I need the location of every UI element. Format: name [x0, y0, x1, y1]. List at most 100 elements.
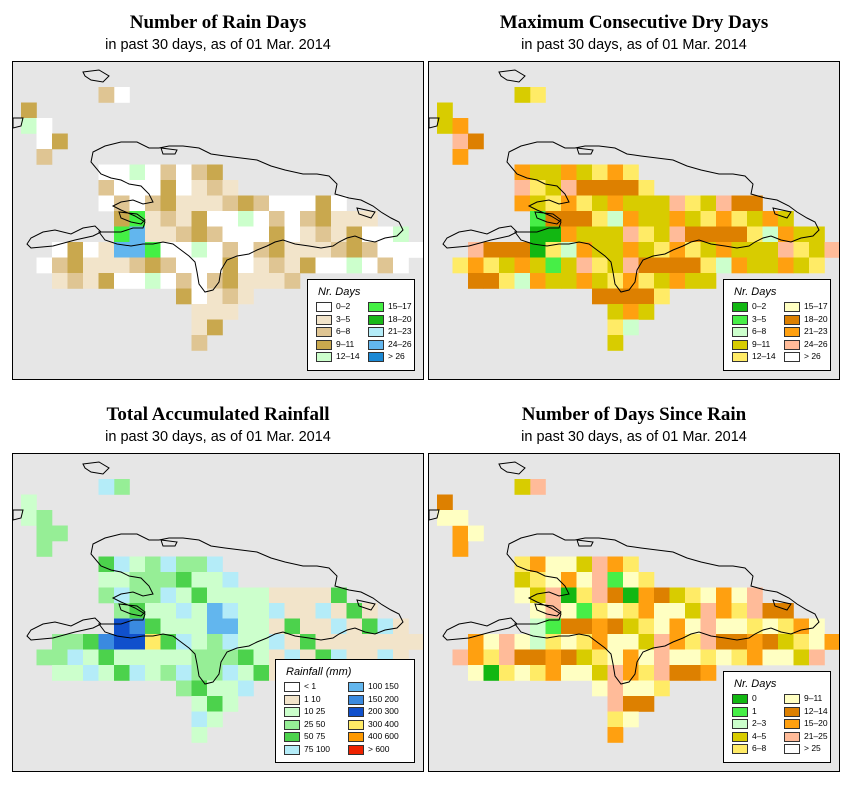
grid-cell	[98, 649, 115, 666]
grid-cell	[207, 273, 223, 289]
grid-cell	[191, 711, 208, 728]
legend-label: 0–2	[336, 301, 351, 311]
grid-cell	[638, 257, 655, 274]
grid-cell	[592, 618, 608, 635]
grid-cell	[222, 304, 239, 320]
grid-cell	[638, 180, 655, 196]
grid-cell	[269, 195, 285, 212]
grid-cell	[716, 634, 732, 650]
legend-label: 9–11	[336, 338, 355, 349]
grid-cell	[778, 649, 794, 666]
grid-cell	[747, 603, 763, 619]
grid-cell	[607, 257, 624, 274]
map-days-since-rain: Nr. Days 0 1 2–3 4–5 6–8 9–11 12–14 15–20 21–25 > …	[428, 453, 840, 772]
grid-cell	[592, 257, 608, 274]
grid-cell	[530, 603, 546, 619]
grid-cell	[824, 634, 839, 650]
grid-cell	[331, 618, 347, 635]
grid-cell	[36, 133, 53, 150]
grid-cell	[452, 118, 469, 134]
grid-cell	[654, 618, 670, 635]
grid-cell	[222, 634, 239, 650]
grid-cell	[483, 649, 500, 666]
grid-cell	[21, 510, 37, 526]
grid-cell	[452, 133, 469, 150]
grid-cell	[514, 180, 531, 196]
grid-cell	[514, 665, 531, 681]
grid-cell	[222, 288, 239, 305]
grid-cell	[607, 711, 624, 728]
grid-cell	[408, 634, 423, 650]
legend-label: 150 200	[368, 693, 399, 704]
grid-cell	[191, 696, 208, 712]
grid-cell	[114, 257, 130, 274]
grid-cell	[52, 257, 68, 274]
grid-cell	[346, 242, 363, 258]
grid-cell	[67, 242, 84, 258]
grid-cell	[452, 541, 469, 557]
grid-cell	[253, 665, 270, 681]
grid-cell	[762, 634, 779, 650]
grid-cell	[238, 257, 254, 274]
grid-cell	[176, 164, 192, 181]
grid-cell	[623, 211, 639, 227]
grid-cell	[114, 665, 130, 681]
grid-cell	[222, 649, 239, 666]
grid-cell	[669, 603, 686, 619]
grid-cell	[452, 510, 469, 526]
legend-title: Nr. Days	[318, 286, 361, 298]
grid-cell	[129, 665, 146, 681]
grid-cell	[468, 257, 484, 274]
grid-cell	[145, 195, 161, 212]
grid-cell	[52, 273, 68, 289]
map-legend: Nr. Days 0–2 3–5 6–8 9–11 12–14 15–17 18–20 21–2…	[307, 279, 415, 371]
grid-cell	[638, 680, 655, 697]
legend-swatch	[284, 707, 300, 717]
grid-cell	[747, 226, 763, 243]
grid-cell	[98, 242, 115, 258]
grid-cell	[191, 257, 208, 274]
grid-cell	[638, 273, 655, 289]
grid-cell	[514, 556, 531, 573]
grid-cell	[747, 618, 763, 635]
grid-cell	[669, 257, 686, 274]
grid-cell	[300, 634, 316, 650]
grid-cell	[607, 665, 624, 681]
grid-cell	[129, 180, 146, 196]
grid-cell	[638, 211, 655, 227]
legend-label: 3–5	[752, 313, 767, 324]
grid-cell	[300, 226, 316, 243]
grid-cell	[222, 572, 239, 588]
legend-swatch	[348, 682, 364, 692]
grid-cell	[654, 603, 670, 619]
grid-cell	[346, 603, 363, 619]
grid-cell	[576, 164, 593, 181]
grid-cell	[716, 195, 732, 212]
grid-cell	[762, 649, 779, 666]
grid-cell	[623, 680, 639, 697]
grid-cell	[238, 195, 254, 212]
grid-cell	[592, 180, 608, 196]
grid-cell	[793, 242, 810, 258]
grid-cell	[685, 649, 701, 666]
grid-cell	[129, 226, 146, 243]
grid-cell	[222, 618, 239, 635]
grid-cell	[592, 226, 608, 243]
grid-cell	[747, 649, 763, 666]
legend-swatch	[732, 327, 748, 337]
grid-cell	[468, 665, 484, 681]
grid-cell	[377, 618, 394, 635]
legend-label: > 600	[368, 743, 390, 754]
grid-cell	[561, 257, 577, 274]
grid-cell	[468, 525, 484, 542]
grid-cell	[393, 618, 409, 635]
grid-cell	[654, 680, 670, 697]
map-legend: Nr. Days 0–2 3–5 6–8 9–11 12–14 15–17 18–20 21–2…	[723, 279, 831, 371]
grid-cell	[545, 556, 562, 573]
grid-cell	[499, 665, 515, 681]
grid-cell	[114, 211, 130, 227]
grid-cell	[52, 133, 68, 150]
grid-cell	[253, 257, 270, 274]
grid-cell	[114, 634, 130, 650]
panel-subtitle: in past 30 days, as of 01 Mar. 2014	[105, 429, 331, 445]
